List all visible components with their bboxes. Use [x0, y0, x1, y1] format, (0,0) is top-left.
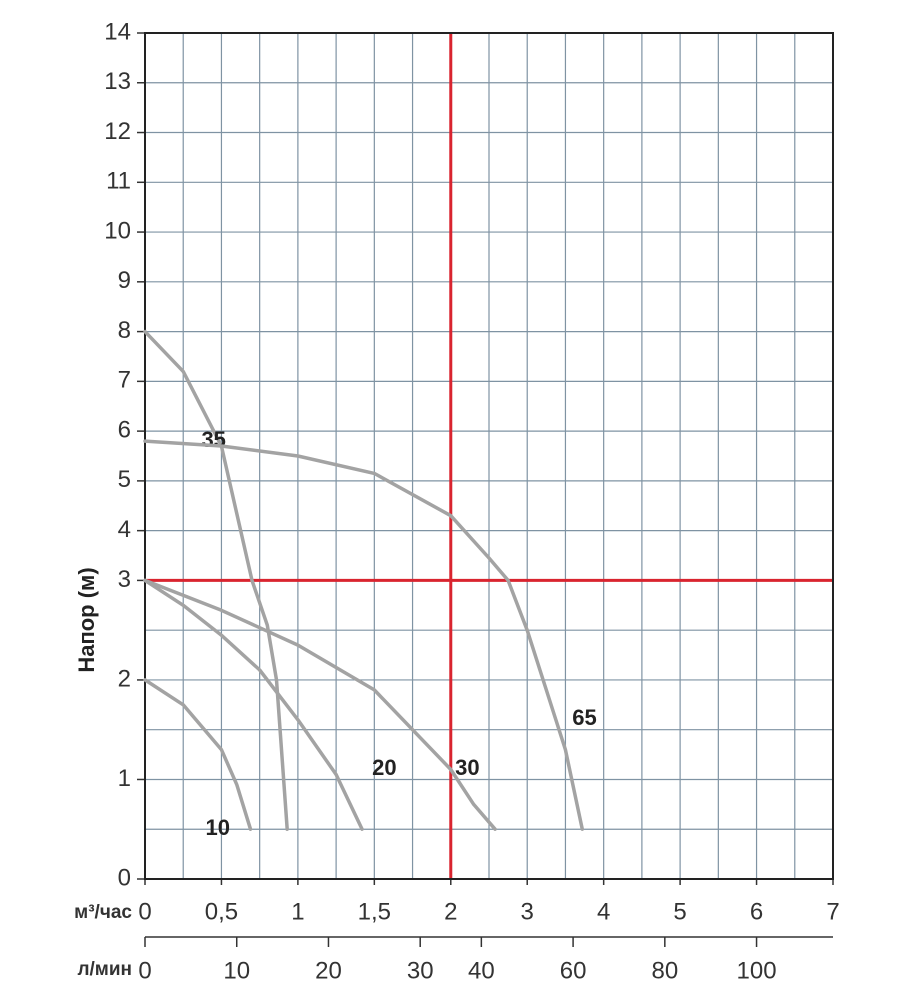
y-tick-label: 3: [118, 566, 131, 593]
x-tick-label: 0: [138, 898, 151, 925]
curve: [143, 329, 289, 831]
x-tick-label: 6: [750, 898, 763, 925]
x-tick-label: 5: [673, 898, 686, 925]
curve-label: 65: [572, 705, 596, 730]
curve: [143, 678, 253, 831]
y-tick-label: 12: [104, 118, 131, 145]
y-tick-label: 1: [118, 765, 131, 792]
x-tick-label: 1: [291, 898, 304, 925]
x2-tick-label: 20: [315, 957, 342, 984]
x2-tick-label: 100: [737, 957, 777, 984]
plot-frame: [144, 32, 834, 880]
y-axis-label: Напор (м): [74, 567, 99, 672]
y-tick-label: 11: [106, 168, 131, 195]
x2-axis-label: л/мин: [77, 959, 132, 980]
y-tick-label: 6: [118, 416, 131, 443]
curve-label: 35: [201, 427, 225, 452]
y-tick-label: 9: [118, 267, 131, 294]
x-tick-label: 3: [521, 898, 534, 925]
x2-tick-label: 80: [651, 957, 678, 984]
y-tick-label: 7: [118, 367, 131, 394]
y-tick-label: 4: [118, 516, 131, 543]
y-tick-label: 13: [104, 68, 131, 95]
y-tick-label: 10: [104, 217, 131, 244]
x-tick-label: 2: [444, 898, 457, 925]
curve-label: 10: [205, 815, 229, 840]
x2-tick-label: 60: [560, 957, 587, 984]
curve: [143, 578, 497, 831]
curve-label: 20: [372, 755, 396, 780]
y-tick-label: 14: [104, 18, 131, 45]
x-axis-label: м³/час: [74, 902, 132, 923]
x2-tick-label: 10: [223, 957, 250, 984]
x2-tick-label: 40: [468, 957, 495, 984]
y-tick-label: 0: [118, 864, 131, 891]
curve: [143, 439, 585, 831]
y-tick-label: 2: [118, 665, 131, 692]
y-tick-label: 5: [118, 466, 131, 493]
x2-tick-label: 0: [138, 957, 151, 984]
x-tick-label: 4: [597, 898, 610, 925]
x2-tick-label: 30: [407, 957, 434, 984]
x-tick-label: 0,5: [205, 898, 238, 925]
x-tick-label: 1,5: [358, 898, 391, 925]
y-tick-label: 8: [118, 317, 131, 344]
x-tick-label: 7: [826, 898, 839, 925]
curve: [143, 578, 364, 831]
curve-label: 30: [455, 755, 479, 780]
